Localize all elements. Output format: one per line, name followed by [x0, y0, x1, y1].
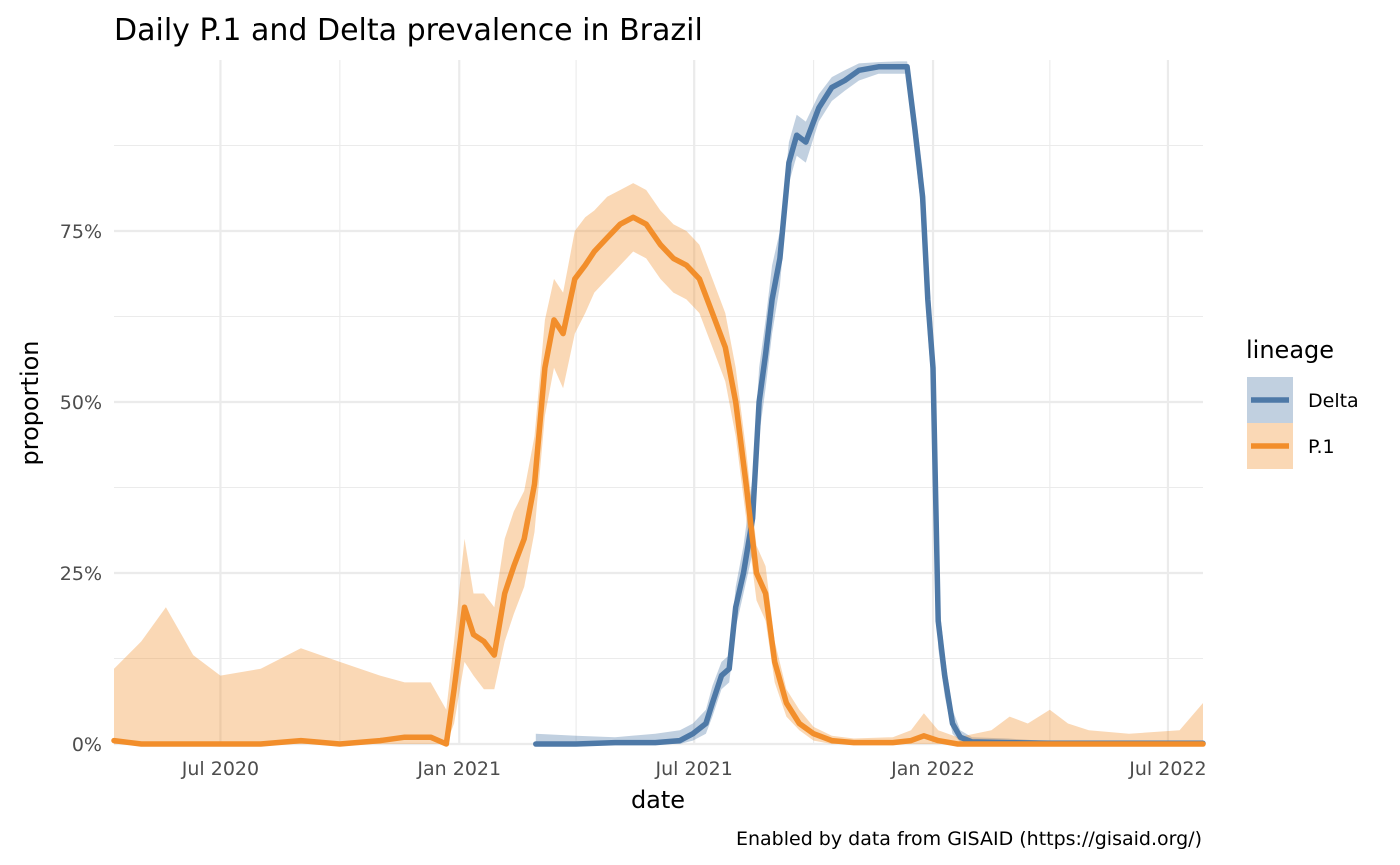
- confidence-bands: [114, 61, 1203, 745]
- y-tick-label: 0%: [72, 734, 102, 756]
- x-axis: Jul 2020 Jan 2021 Jul 2021 Jan 2022 Jul 2022: [181, 758, 1207, 780]
- y-tick-label: 50%: [60, 392, 102, 414]
- legend-label-delta: Delta: [1308, 390, 1359, 412]
- grid: [114, 60, 1203, 746]
- chart-title: Daily P.1 and Delta prevalence in Brazil: [114, 13, 703, 48]
- legend: lineage Delta P.1: [1246, 336, 1359, 469]
- y-tick-label: 75%: [60, 221, 102, 243]
- series-lines: [111, 64, 1206, 747]
- x-tick-label: Jan 2022: [890, 758, 975, 780]
- x-tick-label: Jul 2020: [181, 758, 259, 780]
- y-axis-title: proportion: [16, 340, 44, 465]
- line-delta: [533, 64, 1206, 747]
- x-tick-label: Jul 2022: [1128, 758, 1206, 780]
- x-tick-label: Jan 2021: [416, 758, 501, 780]
- x-tick-label: Jul 2021: [655, 758, 733, 780]
- legend-label-p1: P.1: [1308, 436, 1335, 458]
- y-axis: 0% 25% 50% 75%: [60, 221, 102, 756]
- legend-title: lineage: [1246, 336, 1334, 364]
- line-p1: [111, 214, 1206, 747]
- x-axis-title: date: [631, 786, 685, 814]
- band-p1: [114, 183, 1203, 745]
- y-tick-label: 25%: [60, 563, 102, 585]
- caption: Enabled by data from GISAID (https://gis…: [736, 828, 1202, 850]
